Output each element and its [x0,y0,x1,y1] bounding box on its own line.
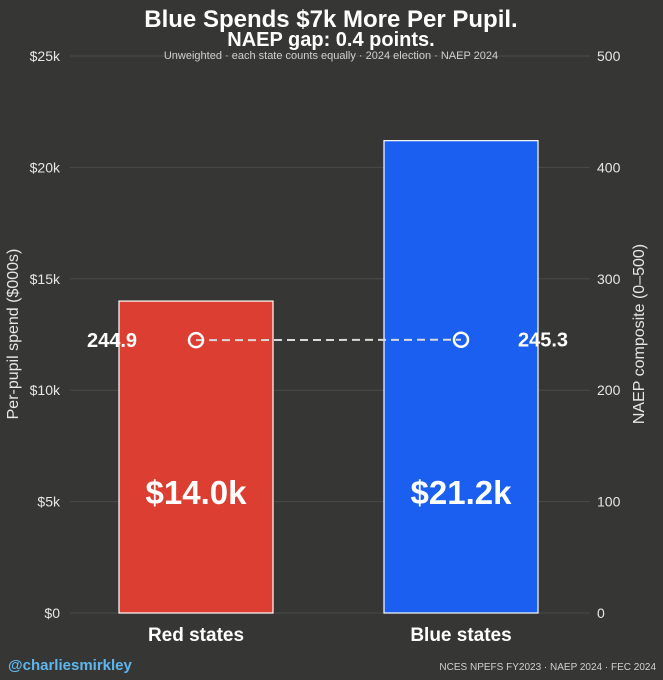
bar-value-label: $14.0k [146,474,248,511]
right-tick-label: 300 [597,271,621,287]
naep-series: 244.9 245.3 [87,330,568,352]
left-tick-label: $25k [30,48,61,64]
author-handle[interactable]: @charliesmirkley [8,657,133,674]
source-note: NCES NPEFS FY2023 · NAEP 2024 · FEC 2024 [439,662,656,673]
category-label: Red states [148,625,244,646]
naep-point [187,331,205,349]
right-tick-label: 500 [597,48,621,64]
left-axis-ticks: $0 $5k $10k $15k $20k $25k [30,48,61,621]
bar-value-label: $21.2k [411,474,513,511]
chart-note: Unweighted · each state counts equally ·… [164,50,498,62]
left-axis-label: Per-pupil spend ($000s) [5,249,22,420]
naep-point [452,331,470,348]
left-tick-label: $5k [37,494,61,510]
right-tick-label: 200 [597,382,621,398]
naep-value-label: 245.3 [518,330,568,352]
left-tick-label: $10k [30,382,61,398]
right-tick-label: 100 [597,494,621,510]
right-axis-label: NAEP composite (0–500) [631,244,648,424]
chart-subtitle: NAEP gap: 0.4 points. [227,29,434,51]
right-tick-label: 0 [597,605,605,621]
left-tick-label: $0 [44,605,60,621]
left-tick-label: $20k [30,159,61,175]
bars: $14.0k Red states $21.2k Blue states [118,140,539,646]
right-tick-label: 400 [597,159,621,175]
naep-value-label: 244.9 [87,330,137,352]
chart-title: Blue Spends $7k More Per Pupil. [144,6,517,33]
right-axis-ticks: 0 100 200 300 400 500 [597,48,621,621]
category-label: Blue states [410,625,511,646]
bar-blue [383,140,539,614]
bar-red [118,300,274,614]
left-tick-label: $15k [30,271,61,287]
